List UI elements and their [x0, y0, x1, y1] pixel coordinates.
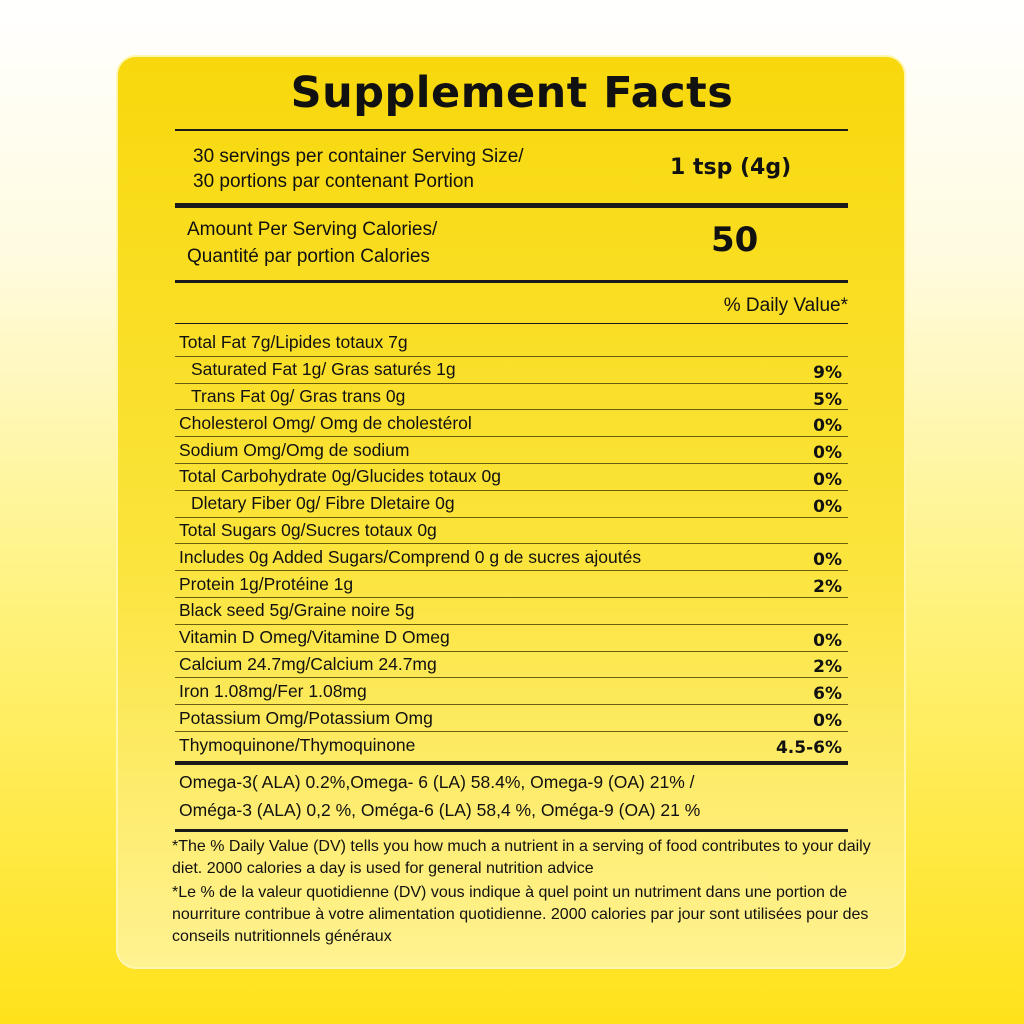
- nutrient-label: Black seed 5g/Graine noire 5g: [179, 600, 415, 621]
- nutrient-row: Vitamin D Omeg/Vitamine D Omeg 0%: [175, 625, 848, 652]
- serving-size: 1 tsp (4g): [670, 155, 792, 180]
- nutrient-row: Iron 1.08mg/Fer 1.08mg 6%: [175, 678, 848, 706]
- nutrient-row: Dletary Fiber 0g/ Fibre Dletaire 0g 0%: [175, 491, 848, 518]
- nutrient-row: Total Carbohydrate 0g/Glucides totaux 0g…: [175, 464, 848, 491]
- daily-value-percent: 9%: [813, 362, 842, 383]
- daily-value-percent: 0%: [813, 443, 842, 464]
- nutrient-label: Protein 1g/Protéine 1g: [179, 573, 354, 594]
- daily-value-percent: 0%: [813, 711, 842, 732]
- nutrient-row: Sodium Omg/Omg de sodium 0%: [175, 437, 848, 464]
- nutrient-label: Includes 0g Added Sugars/Comprend 0 g de…: [179, 546, 642, 567]
- divider: [175, 829, 848, 832]
- nutrient-row: Thymoquinone/Thymoquinone 4.5-6%: [175, 732, 848, 759]
- nutrient-row: Protein 1g/Protéine 1g 2%: [175, 571, 848, 598]
- nutrient-label: Trans Fat 0g/ Gras trans 0g: [191, 385, 406, 406]
- footnote-en: *The % Daily Value (DV) tells you how mu…: [172, 838, 871, 877]
- nutrient-label: Potassium Omg/Potassium Omg: [179, 707, 433, 728]
- divider: [175, 280, 848, 283]
- nutrient-label: Thymoquinone/Thymoquinone: [179, 734, 416, 755]
- nutrient-row: Saturated Fat 1g/ Gras saturés 1g 9%: [175, 357, 848, 384]
- divider-thick: [175, 203, 848, 208]
- divider: [175, 129, 848, 131]
- nutrient-label: Iron 1.08mg/Fer 1.08mg: [179, 680, 367, 701]
- daily-value-percent: 0%: [813, 630, 842, 651]
- nutrient-label: Vitamin D Omeg/Vitamine D Omeg: [179, 627, 450, 648]
- daily-value-percent: 0%: [813, 550, 842, 571]
- nutrient-label: Cholesterol Omg/ Omg de cholestérol: [179, 412, 472, 433]
- nutrient-label: Saturated Fat 1g/ Gras saturés 1g: [191, 359, 456, 380]
- daily-value-header: % Daily Value*: [723, 295, 848, 316]
- nutrient-row: Cholesterol Omg/ Omg de cholestérol 0%: [175, 410, 848, 438]
- daily-value-percent: 2%: [813, 577, 842, 598]
- nutrient-row: Trans Fat 0g/ Gras trans 0g 5%: [175, 384, 848, 411]
- nutrient-label: Dletary Fiber 0g/ Fibre Dletaire 0g: [191, 493, 455, 514]
- nutrient-label: Total Sugars 0g/Sucres totaux 0g: [179, 519, 437, 540]
- nutrient-label: Total Fat 7g/Lipides totaux 7g: [179, 332, 408, 353]
- footnote-fr: *Le % de la valeur quotidienne (DV) vous…: [172, 884, 869, 945]
- nutrient-row: Calcium 24.7mg/Calcium 24.7mg 2%: [175, 652, 848, 679]
- daily-value-percent: 4.5-6%: [775, 738, 842, 759]
- nutrient-row: Total Sugars 0g/Sucres totaux 0g: [175, 518, 848, 545]
- nutrient-row: Black seed 5g/Graine noire 5g: [175, 598, 848, 625]
- daily-value-percent: 0%: [813, 469, 842, 490]
- daily-value-percent: 5%: [813, 389, 842, 410]
- calories-value: 50: [711, 220, 759, 260]
- divider: [175, 323, 848, 324]
- omega-line-en: Omega-3( ALA) 0.2%,Omega- 6 (LA) 58.4%, …: [179, 772, 695, 792]
- nutrient-row: Includes 0g Added Sugars/Comprend 0 g de…: [175, 544, 848, 572]
- nutrient-table: Total Fat 7g/Lipides totaux 7g Saturated …: [175, 330, 848, 759]
- nutrient-label: Calcium 24.7mg/Calcium 24.7mg: [179, 653, 437, 674]
- servings-line-fr: 30 portions par contenant Portion: [193, 171, 474, 192]
- daily-value-percent: 0%: [813, 416, 842, 437]
- nutrient-row: Total Fat 7g/Lipides totaux 7g: [175, 330, 848, 357]
- calories-label-fr: Quantité par portion Calories: [187, 246, 430, 267]
- calories-label-en: Amount Per Serving Calories/: [187, 219, 438, 240]
- nutrient-label: Total Carbohydrate 0g/Glucides totaux 0g: [179, 466, 501, 487]
- nutrient-row: Potassium Omg/Potassium Omg 0%: [175, 705, 848, 732]
- daily-value-percent: [842, 527, 848, 533]
- divider-thick: [175, 761, 848, 765]
- daily-value-percent: 6%: [813, 684, 842, 705]
- daily-value-percent: 0%: [813, 496, 842, 517]
- daily-value-percent: [842, 340, 848, 346]
- panel-title: Supplement Facts: [290, 68, 734, 118]
- daily-value-percent: 2%: [813, 657, 842, 678]
- servings-line-en: 30 servings per container Serving Size/: [193, 146, 524, 167]
- daily-value-percent: [842, 608, 848, 614]
- nutrient-label: Sodium Omg/Omg de sodium: [179, 439, 410, 460]
- omega-line-fr: Oméga-3 (ALA) 0,2 %, Oméga-6 (LA) 58,4 %…: [179, 800, 701, 820]
